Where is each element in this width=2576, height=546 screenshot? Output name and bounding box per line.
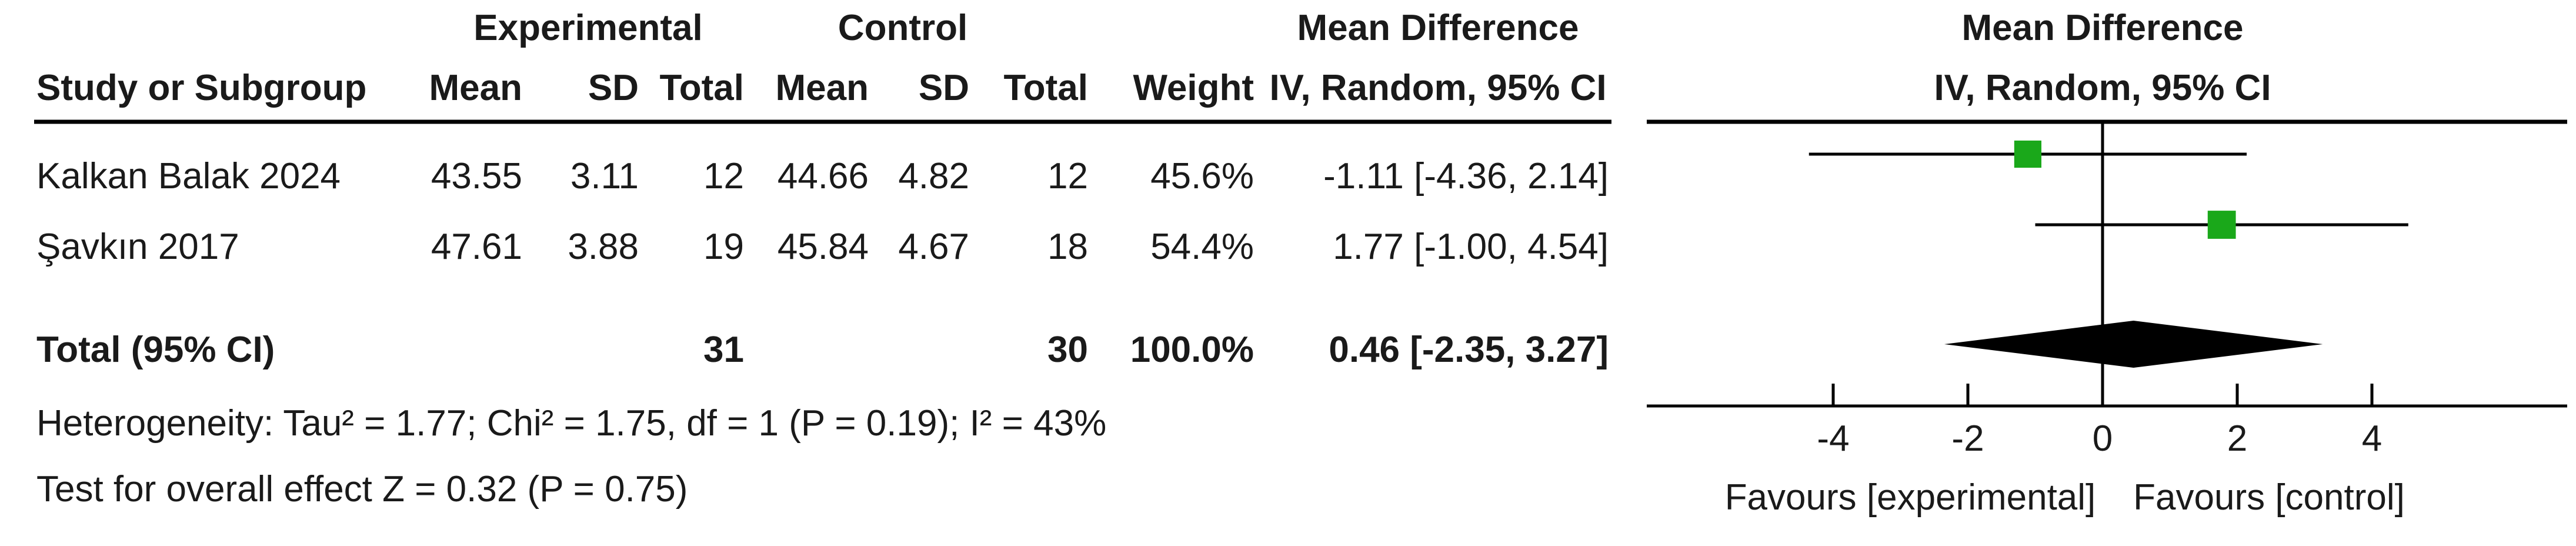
x-tick-label: 2: [2227, 418, 2247, 459]
header-experimental: Experimental: [473, 8, 702, 48]
total-ctl-total: 30: [1047, 329, 1088, 370]
exp-total: 12: [703, 156, 744, 197]
header-exp-mean: Mean: [429, 68, 522, 108]
header-control: Control: [838, 8, 967, 48]
total-weight: 100.0%: [1130, 329, 1254, 370]
plot-area: -4 -2 0 2 4 Favours [experimental] Favours [co…: [1647, 122, 2567, 518]
study-row: Kalkan Balak 2024 43.55 3.11 12 44.66 4.82 12 4…: [36, 156, 1609, 197]
study-rows: Kalkan Balak 2024 43.55 3.11 12 44.66 4.82 12 4…: [36, 156, 1609, 267]
study-name: Şavkın 2017: [36, 227, 239, 267]
header-ctl-total: Total: [1004, 68, 1089, 108]
ctl-total: 12: [1047, 156, 1088, 197]
header-study: Study or Subgroup: [36, 68, 366, 108]
overall-effect-text: Test for overall effect Z = 0.32 (P = 0.…: [36, 469, 688, 510]
x-tick-label: 0: [2093, 418, 2113, 459]
ci: -1.11 [-4.36, 2.14]: [1323, 156, 1609, 197]
total-label: Total (95% CI): [36, 329, 275, 370]
pooled-diamond: [1944, 321, 2323, 368]
exp-total: 19: [703, 227, 744, 267]
study-marker: [2014, 140, 2042, 168]
header-exp-total: Total: [660, 68, 745, 108]
favours-control-label: Favours [control]: [2133, 477, 2405, 518]
favours-experimental-label: Favours [experimental]: [1725, 477, 2096, 518]
header-mean-difference: Mean Difference: [1297, 8, 1579, 48]
study-marker: [2207, 211, 2236, 239]
total-exp-total: 31: [703, 329, 744, 370]
heterogeneity-text: Heterogeneity: Tau² = 1.77; Chi² = 1.75,…: [36, 403, 1106, 444]
study-row: Şavkın 2017 47.61 3.88 19 45.84 4.67 18 54.4% 1.…: [36, 227, 1609, 267]
exp-mean: 47.61: [431, 227, 522, 267]
header-ctl-sd: SD: [919, 68, 969, 108]
weight: 45.6%: [1150, 156, 1254, 197]
ci: 1.77 [-1.00, 4.54]: [1333, 227, 1609, 267]
header-plot-mean-difference: Mean Difference: [1962, 8, 2244, 48]
header-weight: Weight: [1133, 68, 1254, 108]
ctl-sd: 4.67: [898, 227, 969, 267]
exp-mean: 43.55: [431, 156, 522, 197]
ctl-sd: 4.82: [898, 156, 969, 197]
header-ctl-mean: Mean: [776, 68, 869, 108]
exp-sd: 3.88: [568, 227, 639, 267]
header-plot-method: IV, Random, 95% CI: [1934, 68, 2271, 108]
ctl-mean: 45.84: [778, 227, 869, 267]
header-md-method: IV, Random, 95% CI: [1269, 68, 1606, 108]
header-exp-sd: SD: [588, 68, 639, 108]
exp-sd: 3.11: [570, 156, 639, 197]
x-tick-label: 4: [2362, 418, 2382, 459]
study-name: Kalkan Balak 2024: [36, 156, 341, 197]
total-ci: 0.46 [-2.35, 3.27]: [1329, 329, 1609, 370]
x-tick-label: -2: [1951, 418, 1984, 459]
ctl-mean: 44.66: [778, 156, 869, 197]
weight: 54.4%: [1150, 227, 1254, 267]
ctl-total: 18: [1047, 227, 1088, 267]
x-tick-label: -4: [1817, 418, 1849, 459]
